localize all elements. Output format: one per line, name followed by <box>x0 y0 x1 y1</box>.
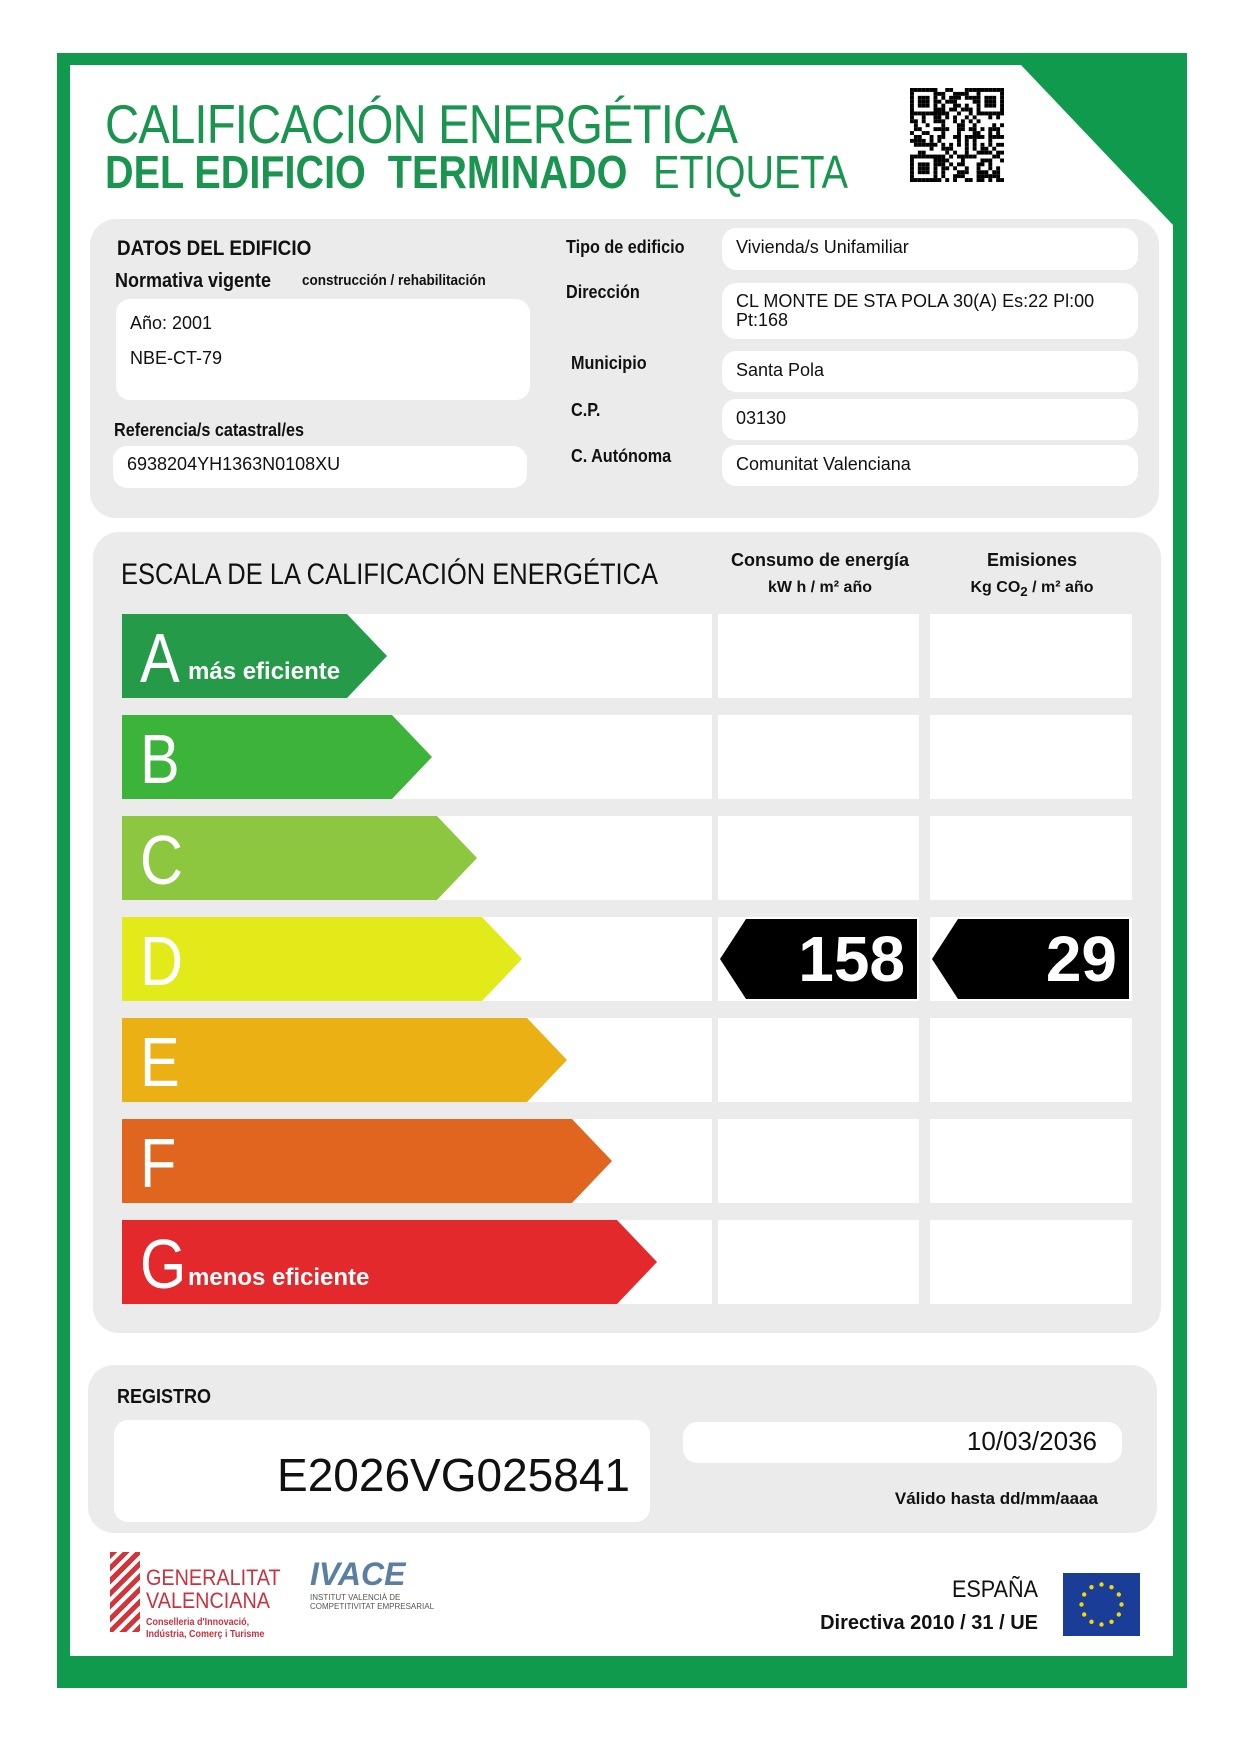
normativa-sub: construcción / rehabilitación <box>302 272 486 289</box>
energy-cell <box>718 1018 919 1102</box>
field-label: C. Autónoma <box>571 446 672 466</box>
grade-row-E: E <box>122 1018 1132 1102</box>
grade-row-D: D 158 29 <box>122 917 1132 1001</box>
directive: Directiva 2010 / 31 / UE <box>820 1612 1038 1634</box>
field-value: Santa Pola <box>736 360 825 380</box>
registro-label: REGISTRO <box>117 1386 212 1408</box>
valid-label: Válido hasta dd/mm/aaaa <box>894 1489 1098 1508</box>
scale-title: ESCALA DE LA CALIFICACIÓN ENERGÉTICA <box>121 558 659 591</box>
field-value-box: 03130 <box>722 399 1138 440</box>
emission-cell <box>930 715 1132 799</box>
year-value: Año: 2001 <box>130 313 213 333</box>
energy-cell <box>718 1220 919 1304</box>
grade-arrow-D <box>122 917 522 1001</box>
title-line2: DEL EDIFICIO TERMINADO ETIQUETA <box>105 145 848 199</box>
grade-letter: F <box>140 1124 177 1202</box>
grade-row-C: C <box>122 816 1132 900</box>
normativa-label: Normativa vigente <box>115 270 272 292</box>
emission-unit: Kg CO2 / m² año <box>970 579 1094 600</box>
grade-row-A: A más eficiente <box>122 614 1132 698</box>
energy-unit: kW h / m² año <box>768 579 872 596</box>
emission-cell <box>930 614 1132 698</box>
grade-arrow-E <box>122 1018 567 1102</box>
valid-date: 10/03/2036 <box>966 1426 1097 1456</box>
grade-arrow-A <box>122 614 387 698</box>
valid-date-box: 10/03/2036 <box>683 1422 1122 1463</box>
grade-letter: A <box>140 619 180 697</box>
grade-label: menos eficiente <box>188 1264 370 1291</box>
energy-cell <box>718 816 919 900</box>
emission-cell <box>930 1220 1132 1304</box>
field-value-box: CL MONTE DE STA POLA 30(A) Es:22 Pl:00 P… <box>722 283 1138 339</box>
emission-cell <box>930 1018 1132 1102</box>
grade-arrow-C <box>122 816 477 900</box>
catastral-value: 6938204YH1363N0108XU <box>127 454 341 474</box>
emission-rating-indicator: 29 <box>932 919 1129 999</box>
country: ESPAÑA <box>951 1576 1038 1603</box>
field-value: 03130 <box>736 408 787 428</box>
field-value: Vivienda/s Unifamiliar <box>736 237 909 257</box>
building-section-title: DATOS DEL EDIFICIO <box>117 237 312 260</box>
energy-rating-indicator: 158 <box>720 919 917 999</box>
emission-header: Emisiones <box>986 550 1078 570</box>
grade-letter: E <box>140 1023 180 1101</box>
grade-letter: C <box>140 821 183 899</box>
energy-cell <box>718 715 919 799</box>
grade-row-F: F <box>122 1119 1132 1203</box>
emission-cell <box>930 816 1132 900</box>
field-value-box: Comunitat Valenciana <box>722 445 1138 486</box>
grade-arrow-G <box>122 1220 657 1304</box>
catastral-box: 6938204YH1363N0108XU <box>113 446 527 488</box>
grade-arrow-B <box>122 715 432 799</box>
grade-label: más eficiente <box>188 658 341 685</box>
energy-cell <box>718 614 919 698</box>
grade-row-G: G menos eficiente <box>122 1220 1132 1304</box>
eu-flag-icon <box>1063 1573 1140 1636</box>
ivace-logo: IVACE INSTITUT VALENCIÀ DE COMPETITIVITAT … <box>310 1556 435 1611</box>
normativa-box: Año: 2001 NBE-CT-79 <box>116 299 530 400</box>
norma-value: NBE-CT-79 <box>130 348 223 368</box>
title-line1: CALIFICACIÓN ENERGÉTICA <box>105 93 738 155</box>
grade-letter: G <box>140 1225 187 1303</box>
field-label: Tipo de edificio <box>566 237 685 257</box>
catastral-label: Referencia/s catastral/es <box>114 420 305 440</box>
field-label: C.P. <box>571 400 601 420</box>
generalitat-shield-icon <box>110 1552 140 1632</box>
field-value-box: Santa Pola <box>722 351 1138 392</box>
grade-row-B: B <box>122 715 1132 799</box>
field-value: CL MONTE DE STA POLA 30(A) Es:22 Pl:00 P… <box>736 291 1095 330</box>
grade-letter: B <box>140 720 180 798</box>
energy-cell <box>718 1119 919 1203</box>
grade-letter: D <box>140 922 183 1000</box>
field-value-box: Vivienda/s Unifamiliar <box>722 228 1138 270</box>
title-etiqueta: ETIQUETA <box>653 146 849 198</box>
registro-number: E2026VG025841 <box>277 1449 630 1501</box>
qr-code-icon <box>910 88 1004 182</box>
registro-number-box: E2026VG025841 <box>114 1420 650 1522</box>
field-label: Municipio <box>571 353 647 373</box>
grade-arrow-F <box>122 1119 612 1203</box>
field-value: Comunitat Valenciana <box>736 454 911 474</box>
energy-header: Consumo de energía <box>730 550 910 570</box>
generalitat-logo: GENERALITAT VALENCIANA Conselleria d'Innov… <box>146 1565 281 1640</box>
emission-cell <box>930 1119 1132 1203</box>
field-label: Dirección <box>566 282 640 302</box>
title-bold: DEL EDIFICIO TERMINADO <box>105 146 628 198</box>
